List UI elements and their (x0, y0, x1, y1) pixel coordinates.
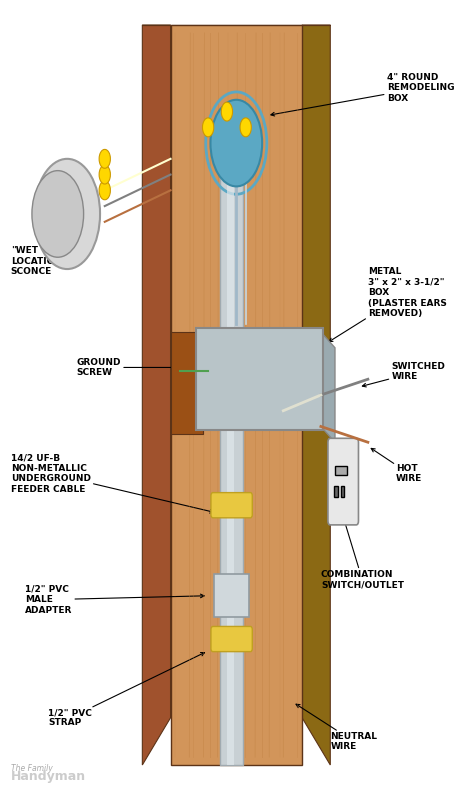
Text: GROUND
SCREW: GROUND SCREW (77, 358, 195, 377)
FancyBboxPatch shape (227, 135, 234, 765)
Text: SWITCHED
WIRE: SWITCHED WIRE (362, 362, 445, 387)
Text: "WET
LOCATION"
SCONCE: "WET LOCATION" SCONCE (11, 226, 66, 276)
Circle shape (34, 159, 100, 269)
FancyBboxPatch shape (171, 25, 302, 765)
FancyBboxPatch shape (211, 626, 252, 652)
Text: HOT
WIRE: HOT WIRE (371, 449, 422, 483)
Wedge shape (240, 118, 251, 137)
Circle shape (32, 171, 83, 258)
Polygon shape (321, 332, 335, 442)
Circle shape (210, 100, 262, 186)
Polygon shape (142, 25, 171, 765)
Wedge shape (202, 118, 214, 137)
FancyBboxPatch shape (196, 328, 323, 431)
Text: COMBINATION
SWITCH/OUTLET: COMBINATION SWITCH/OUTLET (321, 517, 404, 589)
Wedge shape (99, 149, 110, 168)
FancyBboxPatch shape (335, 466, 346, 476)
Wedge shape (99, 181, 110, 200)
Text: 14/2 UF-B
NON-METALLIC
UNDERGROUND
FEEDER CABLE: 14/2 UF-B NON-METALLIC UNDERGROUND FEEDE… (11, 453, 214, 513)
Polygon shape (302, 25, 330, 765)
FancyBboxPatch shape (211, 493, 252, 517)
Text: The Family: The Family (11, 765, 53, 773)
Text: Handyman: Handyman (11, 770, 86, 784)
Text: 1/2" PVC
STRAP: 1/2" PVC STRAP (48, 653, 204, 728)
FancyBboxPatch shape (328, 438, 358, 525)
Text: 1/2" PVC
MALE
ADAPTER: 1/2" PVC MALE ADAPTER (25, 585, 204, 615)
FancyBboxPatch shape (220, 135, 243, 765)
FancyBboxPatch shape (171, 332, 203, 435)
Wedge shape (221, 102, 233, 121)
FancyBboxPatch shape (334, 486, 338, 498)
Text: NEUTRAL
WIRE: NEUTRAL WIRE (296, 704, 377, 751)
FancyBboxPatch shape (341, 486, 345, 498)
Wedge shape (99, 165, 110, 184)
Text: METAL
3" x 2" x 3-1/2"
BOX
(PLASTER EARS
REMOVED): METAL 3" x 2" x 3-1/2" BOX (PLASTER EARS… (329, 267, 447, 342)
FancyBboxPatch shape (214, 574, 249, 617)
Text: 4" ROUND
REMODELING
BOX: 4" ROUND REMODELING BOX (271, 73, 454, 116)
